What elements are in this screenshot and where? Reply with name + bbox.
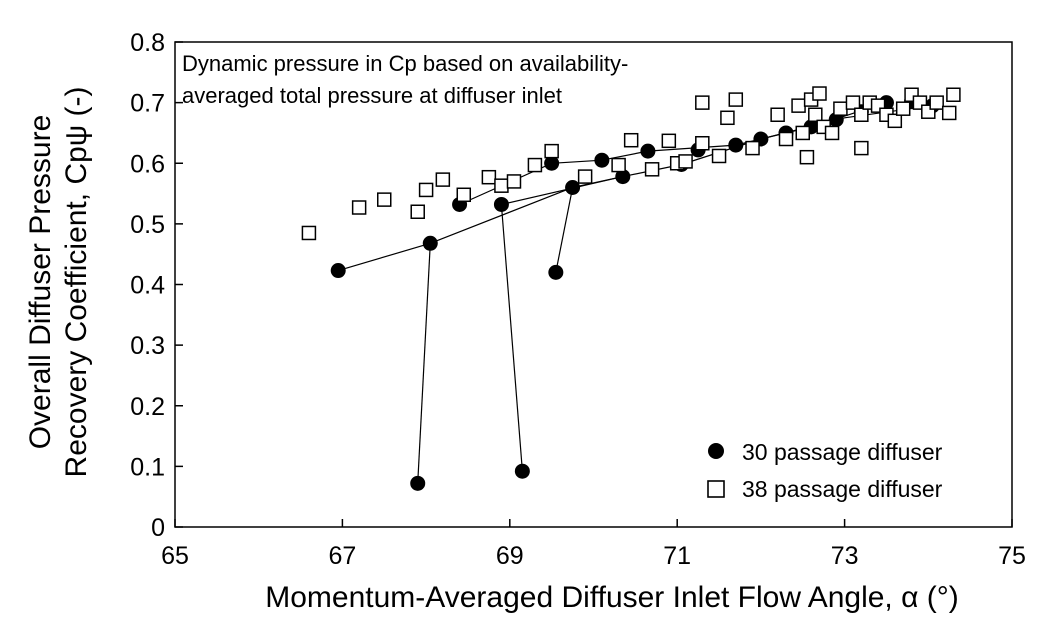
y-tick-label: 0.2: [130, 393, 165, 421]
series-0-connector-line: [417, 243, 431, 484]
y-tick-label: 0.5: [130, 211, 165, 239]
data-point-38-passage: [895, 101, 911, 116]
data-point-38-passage: [795, 125, 810, 141]
data-point-38-passage: [720, 110, 735, 126]
axes: 65 67 69 71 73 75 0 0.1 0.2 0.3 0.4 0.5 0.6 0.7 0.8: [130, 29, 1026, 570]
data-point-38-passage: [435, 172, 451, 187]
y-tick-label: 0.4: [130, 272, 165, 300]
legend-marker-30-passage: [708, 443, 724, 459]
data-point-38-passage: [481, 169, 497, 185]
data-point-38-passage: [778, 131, 794, 147]
data-point-38-passage: [410, 204, 425, 219]
data-point-30-passage: [422, 235, 438, 251]
legend: 30 passage diffuser 38 passage diffuser: [707, 439, 943, 502]
y-tick-label: 0.8: [130, 29, 165, 57]
x-tick-label: 73: [831, 542, 859, 570]
x-tick-label: 69: [496, 542, 524, 570]
data-point-38-passage: [544, 143, 559, 159]
data-point-38-passage: [929, 95, 944, 110]
data-point-30-passage: [728, 137, 744, 153]
y-tick-label: 0.6: [130, 150, 165, 178]
data-point-38-passage: [845, 95, 861, 110]
data-point-38-passage: [745, 140, 760, 156]
data-point-38-passage: [941, 105, 957, 121]
data-point-38-passage: [946, 87, 961, 102]
series-0-connector-line: [555, 187, 574, 273]
data-point-30-passage: [514, 463, 530, 479]
data-point-38-passage: [728, 92, 744, 107]
data-point-30-passage: [330, 263, 346, 279]
y-tick-label: 0.7: [130, 90, 165, 118]
data-point-38-passage: [527, 157, 543, 173]
data-point-38-passage: [791, 98, 806, 113]
series-points: [301, 86, 961, 491]
x-tick-label: 67: [328, 542, 356, 570]
data-point-30-passage: [544, 155, 560, 171]
data-point-38-passage: [812, 86, 827, 101]
y-axis-title-line-2: Recovery Coefficient, Cpψ (-): [60, 87, 93, 478]
annotation-line-2: averaged total pressure at diffuser inle…: [182, 83, 562, 108]
data-point-38-passage: [611, 157, 626, 173]
legend-label-38-passage: 38 passage diffuser: [742, 476, 943, 502]
data-point-30-passage: [594, 152, 610, 168]
data-point-38-passage: [833, 101, 848, 116]
data-point-30-passage: [640, 143, 656, 159]
legend-marker-38-passage: [707, 480, 725, 498]
x-tick-label: 65: [161, 542, 189, 570]
x-axis-title: Momentum-Averaged Diffuser Inlet Flow An…: [265, 581, 959, 614]
data-point-38-passage: [494, 178, 509, 193]
data-point-38-passage: [301, 225, 317, 241]
y-axis-title-line-1: Overall Diffuser Pressure: [24, 115, 57, 450]
data-point-30-passage: [410, 475, 426, 491]
x-tick-label: 75: [998, 542, 1026, 570]
y-tick-label: 0.1: [130, 453, 165, 481]
data-point-38-passage: [824, 125, 840, 141]
data-point-38-passage: [695, 135, 710, 151]
y-tick-label: 0.3: [130, 332, 165, 360]
data-point-38-passage: [799, 149, 815, 165]
x-tick-label: 71: [663, 542, 691, 570]
data-point-38-passage: [418, 182, 434, 198]
data-point-30-passage: [493, 196, 509, 212]
y-tick-label: 0: [151, 514, 165, 542]
data-point-38-passage: [854, 107, 869, 122]
data-point-30-passage: [565, 180, 581, 195]
data-point-38-passage: [506, 174, 522, 189]
data-point-38-passage: [887, 113, 903, 129]
data-point-38-passage: [644, 162, 660, 177]
data-point-38-passage: [678, 154, 693, 169]
series-0-connector-line: [501, 176, 623, 206]
data-point-30-passage: [615, 169, 631, 185]
data-point-38-passage: [456, 187, 472, 203]
data-point-38-passage: [808, 107, 823, 122]
data-point-38-passage: [661, 133, 677, 149]
data-point-38-passage: [695, 95, 710, 110]
data-point-38-passage: [351, 200, 367, 215]
data-point-38-passage: [577, 169, 593, 184]
data-point-38-passage: [854, 140, 869, 156]
data-point-38-passage: [770, 107, 785, 122]
data-point-38-passage: [711, 148, 727, 164]
annotation-line-1: Dynamic pressure in Cp based on availabi…: [182, 51, 628, 76]
data-point-38-passage: [623, 132, 639, 148]
data-point-30-passage: [548, 264, 564, 280]
series-lines: [338, 102, 933, 484]
data-point-38-passage: [377, 192, 392, 207]
legend-label-30-passage: 30 passage diffuser: [742, 439, 943, 465]
series-0-connector-line: [500, 204, 523, 472]
